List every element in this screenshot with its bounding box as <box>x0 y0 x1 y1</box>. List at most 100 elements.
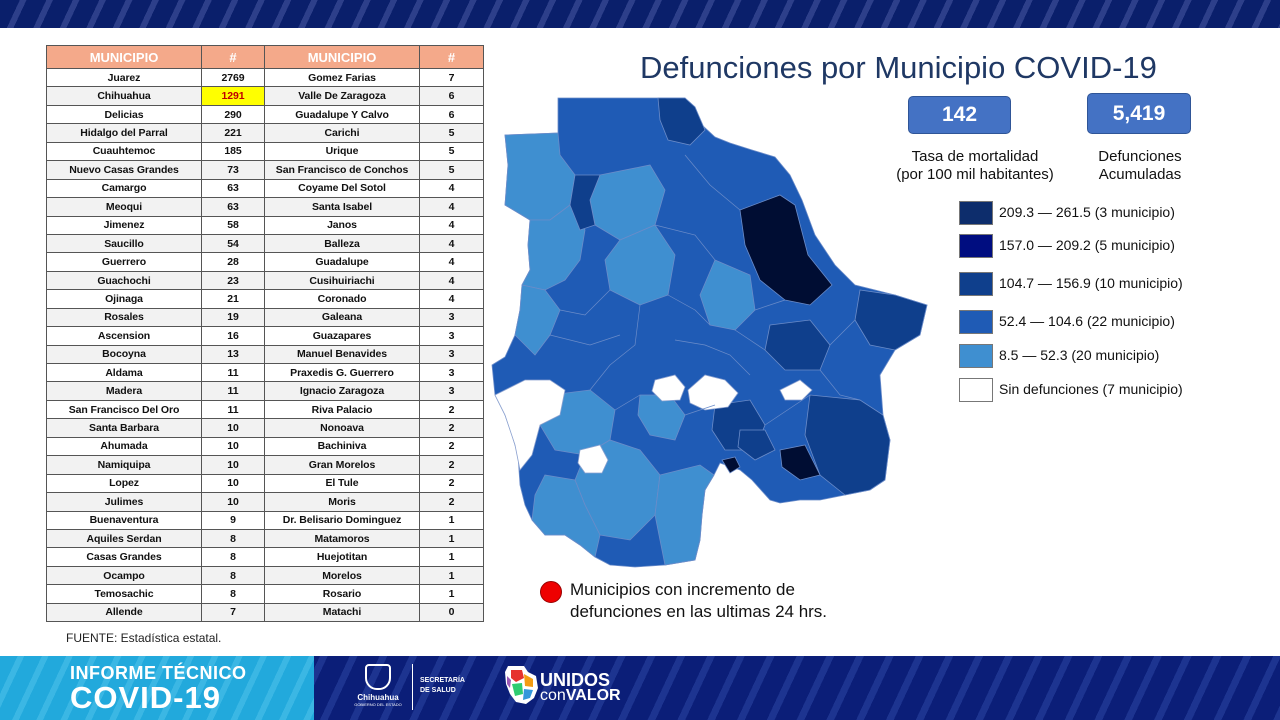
cell-count-2: 6 <box>419 86 484 106</box>
table-row: Cuauhtemoc 185 Urique 5 <box>46 141 484 162</box>
cell-count-2: 2 <box>419 399 484 420</box>
table-row: Temosachic 8 Rosario 1 <box>46 584 484 604</box>
cell-count-1: 185 <box>201 141 265 162</box>
cell-count-1: 23 <box>201 270 265 291</box>
cell-municipio-2: Morelos <box>264 565 420 586</box>
header-municipio-1: MUNICIPIO <box>46 45 202 69</box>
table-row: Guerrero 28 Guadalupe 4 <box>46 252 484 272</box>
cell-municipio-1: Namiquipa <box>46 455 202 475</box>
cell-municipio-1: Jimenez <box>46 215 202 235</box>
table-row: Jimenez 58 Janos 4 <box>46 215 484 235</box>
cell-count-2: 4 <box>419 270 484 291</box>
cell-count-1: 73 <box>201 160 265 180</box>
increment-note: Municipios con incremento de defunciones… <box>570 579 890 623</box>
table-row: Bocoyna 13 Manuel Benavides 3 <box>46 344 484 365</box>
accumulated-deaths-label: Defunciones Acumuladas <box>1070 148 1210 184</box>
map-region-center <box>604 224 676 306</box>
chihuahua-government-logo: Chihuahua GOBIERNO DEL ESTADO <box>350 664 406 712</box>
mortality-rate-box: 142 <box>908 96 1011 134</box>
cell-count-1: 63 <box>201 178 265 199</box>
cell-municipio-2: Santa Isabel <box>264 197 420 217</box>
cell-municipio-2: Gran Morelos <box>264 455 420 475</box>
map-region-small-darkest <box>721 456 741 474</box>
cell-count-2: 2 <box>419 455 484 475</box>
table-row: Nuevo Casas Grandes 73 San Francisco de Co… <box>46 160 484 180</box>
cell-municipio-1: Chihuahua <box>46 86 202 106</box>
cell-municipio-1: Meoqui <box>46 197 202 217</box>
cell-count-2: 0 <box>419 602 484 623</box>
cell-municipio-1: Ascension <box>46 326 202 346</box>
cell-count-1: 2769 <box>201 67 265 88</box>
cell-municipio-2: Matachi <box>264 602 420 623</box>
table-row: Lopez 10 El Tule 2 <box>46 473 484 494</box>
cell-count-1: 11 <box>201 399 265 420</box>
note-line1: Municipios con incremento de <box>570 580 795 599</box>
cell-municipio-2: Manuel Benavides <box>264 344 420 365</box>
cell-municipio-2: Dr. Belisario Dominguez <box>264 510 420 530</box>
table-row: Allende 7 Matachi 0 <box>46 602 484 623</box>
table-row: Hidalgo del Parral 221 Carichi 5 <box>46 123 484 143</box>
cell-count-2: 4 <box>419 252 484 272</box>
cell-count-1: 10 <box>201 473 265 494</box>
cell-count-2: 4 <box>419 215 484 235</box>
cell-count-1: 10 <box>201 455 265 475</box>
header-count-2: # <box>419 45 484 69</box>
map-internal-borders <box>549 154 861 426</box>
mortality-label-line1: Tasa de mortalidad <box>911 148 1039 165</box>
table-row: Julimes 10 Moris 2 <box>46 492 484 512</box>
legend-swatch-6 <box>959 378 993 402</box>
cell-municipio-1: Allende <box>46 602 202 623</box>
cell-count-2: 3 <box>419 362 484 383</box>
deaths-label-line1: Defunciones <box>1098 148 1182 165</box>
report-title-line1: INFORME TÉCNICO <box>70 663 247 683</box>
state-map-logo-icon <box>505 666 538 704</box>
cell-count-1: 9 <box>201 510 265 530</box>
cell-count-1: 11 <box>201 381 265 401</box>
cell-municipio-1: Bocoyna <box>46 344 202 365</box>
cell-count-2: 4 <box>419 178 484 199</box>
cell-municipio-1: Aquiles Serdan <box>46 528 202 549</box>
map-region-east-dark <box>854 289 928 351</box>
legend-label-3: 104.7 — 156.9 (10 municipio) <box>999 275 1183 291</box>
map-region-white-center-2 <box>687 374 739 411</box>
cell-municipio-1: Madera <box>46 381 202 401</box>
cell-count-1: 28 <box>201 252 265 272</box>
table-row: Camargo 63 Coyame Del Sotol 4 <box>46 178 484 199</box>
table-row: Santa Barbara 10 Nonoava 2 <box>46 418 484 438</box>
map-region-south-central <box>654 464 715 566</box>
cell-count-2: 7 <box>419 67 484 88</box>
cell-count-1: 63 <box>201 197 265 217</box>
cell-municipio-1: Ocampo <box>46 565 202 586</box>
top-banner <box>0 0 1280 28</box>
secretaria-salud-logo: SECRETARÍA DE SALUD <box>420 676 465 696</box>
cell-municipio-1: Ahumada <box>46 436 202 457</box>
shield-icon <box>365 664 391 690</box>
table-row: Ascension 16 Guazapares 3 <box>46 326 484 346</box>
map-region-west-mid <box>514 284 561 356</box>
legend-label-5: 8.5 — 52.3 (20 municipio) <box>999 347 1160 363</box>
cell-municipio-2: Nonoava <box>264 418 420 438</box>
page-title: Defunciones por Municipio COVID-19 <box>640 50 1157 85</box>
cell-count-1: 10 <box>201 492 265 512</box>
cell-count-2: 5 <box>419 141 484 162</box>
table-row: Meoqui 63 Santa Isabel 4 <box>46 197 484 217</box>
cell-count-1: 221 <box>201 123 265 143</box>
cell-municipio-1: Camargo <box>46 178 202 199</box>
table-row: Madera 11 Ignacio Zaragoza 3 <box>46 381 484 401</box>
cell-municipio-2: Urique <box>264 141 420 162</box>
cell-municipio-1: Julimes <box>46 492 202 512</box>
footer-report-panel <box>0 656 314 720</box>
cell-count-1: 58 <box>201 215 265 235</box>
mortality-label-line2: (por 100 mil habitantes) <box>896 166 1054 183</box>
cell-municipio-2: Moris <box>264 492 420 512</box>
unidos-con-valor-logo: UNIDOS conVALOR <box>502 662 642 712</box>
cell-count-2: 3 <box>419 326 484 346</box>
legend-swatch-5 <box>959 344 993 368</box>
cell-municipio-1: Lopez <box>46 473 202 494</box>
map-region-south-darkest <box>779 444 821 481</box>
cell-count-1: 8 <box>201 547 265 567</box>
legend-swatch-1 <box>959 201 993 225</box>
cell-municipio-1: Nuevo Casas Grandes <box>46 160 202 180</box>
map-region-mid-dark-2 <box>737 429 776 461</box>
legend-label-6: Sin defunciones (7 municipio) <box>999 381 1183 397</box>
